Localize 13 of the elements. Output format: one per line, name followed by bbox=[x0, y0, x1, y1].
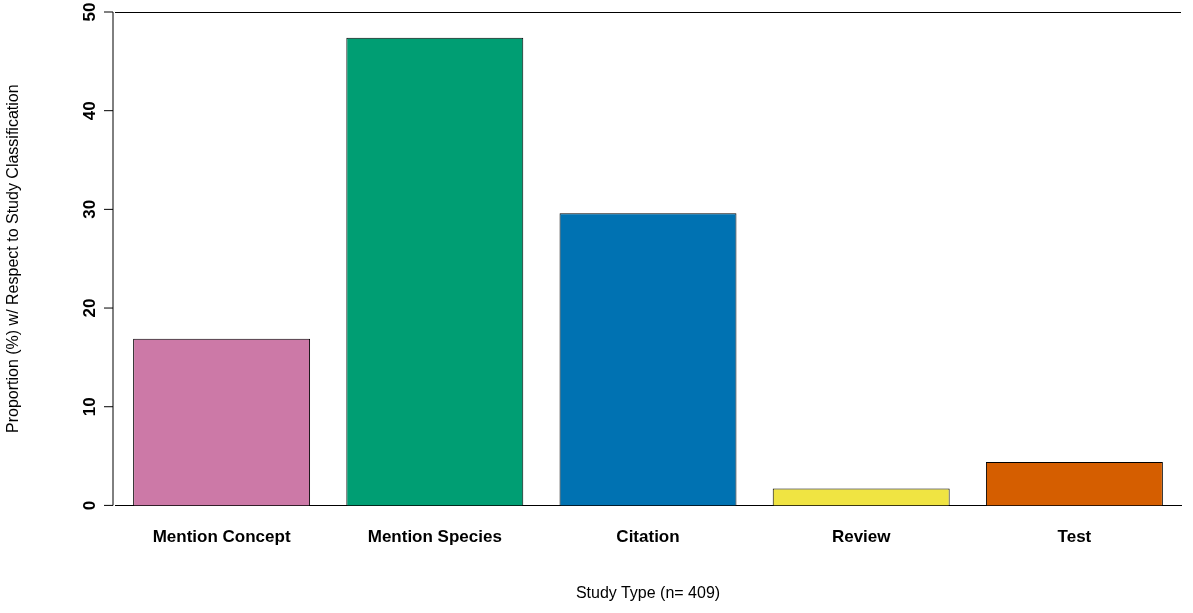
x-tick-label: Mention Species bbox=[367, 527, 502, 547]
x-tick-label: Mention Concept bbox=[152, 527, 291, 547]
x-tick-label: Review bbox=[831, 527, 892, 547]
y-tick-label: 10 bbox=[80, 397, 100, 417]
y-axis-title: Proportion (%) w/ Respect to Study Classification bbox=[4, 84, 22, 433]
y-tick-label: 50 bbox=[80, 2, 100, 22]
y-tick-label: 30 bbox=[80, 199, 100, 219]
x-tick-label: Test bbox=[1057, 527, 1092, 547]
y-tick-label: 0 bbox=[80, 500, 100, 511]
x-axis-title: Study Type (n= 409) bbox=[575, 583, 721, 601]
y-tick-label: 40 bbox=[80, 101, 100, 121]
x-tick-label: Citation bbox=[616, 527, 680, 547]
y-tick-label: 20 bbox=[80, 298, 100, 318]
